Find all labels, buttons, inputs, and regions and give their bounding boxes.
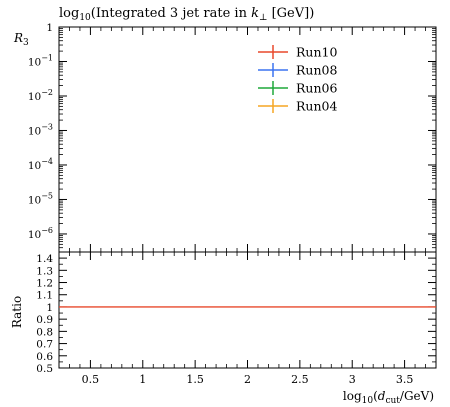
x-tick-label: 0.5 — [82, 373, 100, 386]
x-tick-label: 1.5 — [186, 373, 204, 386]
legend-item: Run08 — [258, 63, 337, 78]
main-y-label-sub: 3 — [23, 38, 29, 48]
x-label-var-sub: cut — [385, 396, 400, 406]
x-label-open: ( — [373, 389, 378, 403]
legend-item: Run06 — [258, 81, 337, 96]
ratio-y-tick-label: 1.4 — [36, 253, 53, 265]
x-label-log-base: 10 — [362, 396, 374, 406]
x-tick-label: 2.5 — [291, 373, 309, 386]
legend-label: Run06 — [296, 81, 337, 96]
legend: Run10 Run08 Run06 Run04 — [258, 45, 337, 114]
main-y-tick-label: 10−3 — [28, 122, 53, 137]
title-var-sub: ⊥ — [259, 13, 267, 23]
ratio-y-tick-label: 0.6 — [36, 351, 53, 363]
ratio-x-ticks: 0.5 1 1.5 2 2.5 3 3.5 — [58, 252, 437, 386]
x-axis-label: log10(dcut/GeV) — [343, 389, 434, 406]
title-text: (Integrated 3 jet rate in — [91, 6, 251, 21]
ratio-panel: 0.50.60.70.80.911.11.21.31.4 0.5 1 1.5 2 2.5… — [10, 251, 437, 386]
main-y-tick-label: 10−2 — [28, 88, 53, 103]
x-tick-label: 3 — [349, 373, 356, 386]
x-tick-label: 1 — [139, 373, 146, 386]
x-label-unit: /GeV) — [400, 389, 434, 403]
ratio-y-label: Ratio — [10, 296, 24, 328]
main-y-tick-label: 10−6 — [28, 226, 53, 241]
title-log-base: 10 — [79, 13, 91, 23]
legend-item: Run04 — [258, 99, 337, 114]
main-x-ticks — [58, 27, 437, 252]
x-label-log: log — [343, 389, 362, 403]
main-y-tick-label: 10−4 — [28, 157, 53, 172]
ratio-y-tick-label: 1.1 — [36, 290, 53, 302]
legend-item: Run10 — [258, 45, 337, 60]
title-log: log — [59, 6, 79, 21]
chart-title: log10(Integrated 3 jet rate in k⊥ [GeV]) — [59, 6, 314, 23]
title-unit: [GeV]) — [267, 6, 314, 21]
main-y-tick-label: 1 — [46, 22, 53, 34]
ratio-y-tick-label: 1.3 — [36, 265, 53, 277]
ratio-y-tick-label: 0.9 — [36, 314, 53, 326]
ratio-y-ticks: 0.50.60.70.80.911.11.21.31.4 — [36, 251, 436, 375]
main-y-tick-label: 10−5 — [28, 191, 53, 206]
main-panel: 110−110−210−310−410−510−6 R3 Run10Run08R… — [13, 22, 437, 253]
ratio-panel-frame — [58, 251, 437, 369]
x-label-var: d — [378, 389, 386, 403]
x-tick-label: 3.5 — [396, 373, 414, 386]
main-y-label-main: R — [13, 31, 23, 45]
legend-label: Run10 — [296, 45, 337, 60]
title-var: k — [251, 6, 259, 21]
main-panel-frame — [58, 26, 437, 253]
main-y-label: R3 — [13, 31, 29, 48]
ratio-y-tick-label: 0.8 — [36, 326, 53, 338]
legend-label: Run08 — [296, 63, 337, 78]
main-y-ticks: 1 10−1 10−2 10−3 10−4 10−5 10−6 — [28, 22, 436, 249]
ratio-y-tick-label: 1.2 — [36, 278, 53, 290]
ratio-y-tick-label: 1 — [46, 302, 53, 314]
x-tick-label: 2 — [244, 373, 251, 386]
main-y-tick-label: 10−1 — [28, 53, 53, 68]
ratio-y-tick-label: 0.5 — [36, 363, 53, 375]
ratio-y-tick-label: 0.7 — [36, 339, 53, 351]
legend-label: Run04 — [296, 99, 337, 114]
